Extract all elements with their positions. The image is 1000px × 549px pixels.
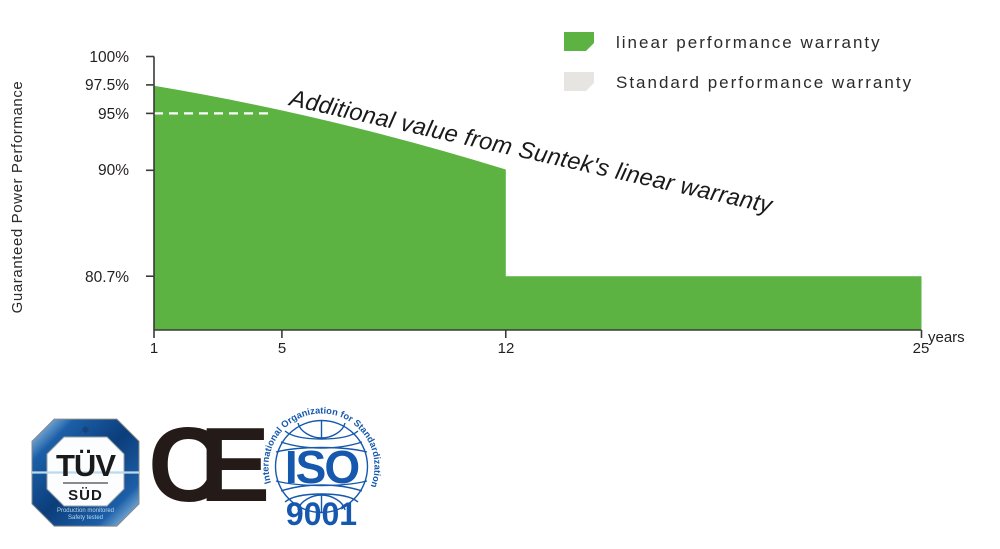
svg-text:9001: 9001 [286, 496, 357, 532]
svg-text:ISO: ISO [285, 441, 358, 493]
